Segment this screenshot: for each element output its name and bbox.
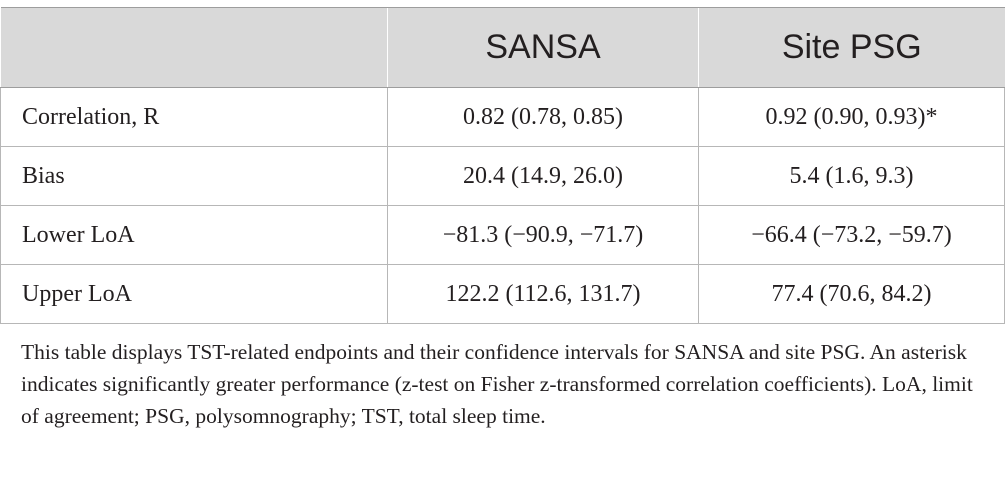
cell-sansa: 0.82 (0.78, 0.85) <box>387 87 699 147</box>
table-row: Lower LoA −81.3 (−90.9, −71.7) −66.4 (−7… <box>0 205 1005 265</box>
cell-site-psg: −66.4 (−73.2, −59.7) <box>698 205 1005 265</box>
row-label: Lower LoA <box>0 205 388 265</box>
table-header: SANSA Site PSG <box>0 7 1005 88</box>
table-row: Bias 20.4 (14.9, 26.0) 5.4 (1.6, 9.3) <box>0 146 1005 206</box>
row-label: Correlation, R <box>0 87 388 147</box>
cell-site-psg: 5.4 (1.6, 9.3) <box>698 146 1005 206</box>
header-cell-empty <box>0 7 388 88</box>
header-cell-sansa: SANSA <box>387 7 699 88</box>
row-label: Bias <box>0 146 388 206</box>
cell-sansa: 20.4 (14.9, 26.0) <box>387 146 699 206</box>
table-row: Correlation, R 0.82 (0.78, 0.85) 0.92 (0… <box>0 87 1005 147</box>
results-table-container: SANSA Site PSG Correlation, R 0.82 (0.78… <box>0 7 1005 324</box>
header-row: SANSA Site PSG <box>0 7 1005 88</box>
header-cell-site-psg: Site PSG <box>698 7 1005 88</box>
cell-sansa: −81.3 (−90.9, −71.7) <box>387 205 699 265</box>
results-table: SANSA Site PSG Correlation, R 0.82 (0.78… <box>0 7 1005 324</box>
table-body: Correlation, R 0.82 (0.78, 0.85) 0.92 (0… <box>0 87 1005 324</box>
table-footnote: This table displays TST-related endpoint… <box>21 340 973 428</box>
cell-sansa: 122.2 (112.6, 131.7) <box>387 264 699 324</box>
table-row: Upper LoA 122.2 (112.6, 131.7) 77.4 (70.… <box>0 264 1005 324</box>
cell-site-psg: 77.4 (70.6, 84.2) <box>698 264 1005 324</box>
row-label: Upper LoA <box>0 264 388 324</box>
cell-site-psg: 0.92 (0.90, 0.93)* <box>698 87 1005 147</box>
